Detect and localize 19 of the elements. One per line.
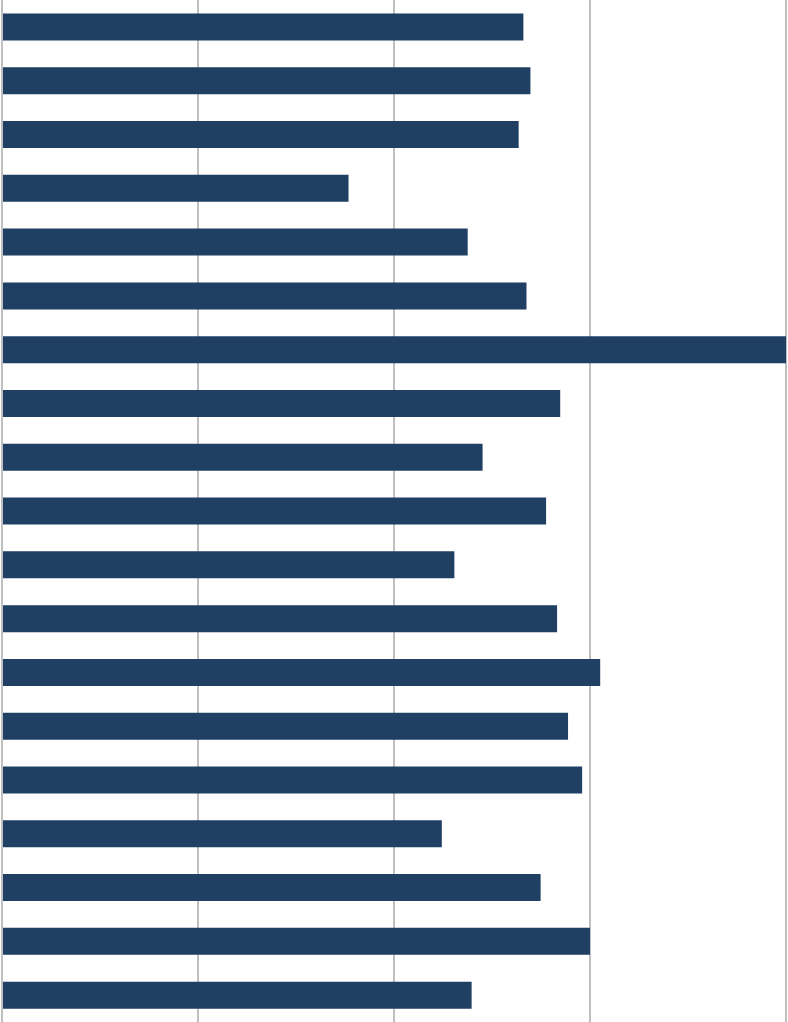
bar [2, 766, 583, 794]
bar [2, 497, 547, 525]
bar [2, 174, 349, 202]
bar [2, 712, 569, 740]
bar [2, 443, 483, 471]
bar [2, 121, 519, 149]
bar [2, 658, 601, 686]
bar [2, 389, 561, 417]
bar [2, 981, 472, 1009]
bar [2, 551, 455, 579]
bar [2, 228, 468, 256]
bar [2, 336, 786, 364]
bar [2, 874, 541, 902]
bar [2, 820, 442, 848]
bar [2, 927, 590, 955]
bar [2, 605, 558, 633]
bar [2, 13, 524, 41]
bar [2, 282, 527, 310]
bar [2, 67, 531, 95]
